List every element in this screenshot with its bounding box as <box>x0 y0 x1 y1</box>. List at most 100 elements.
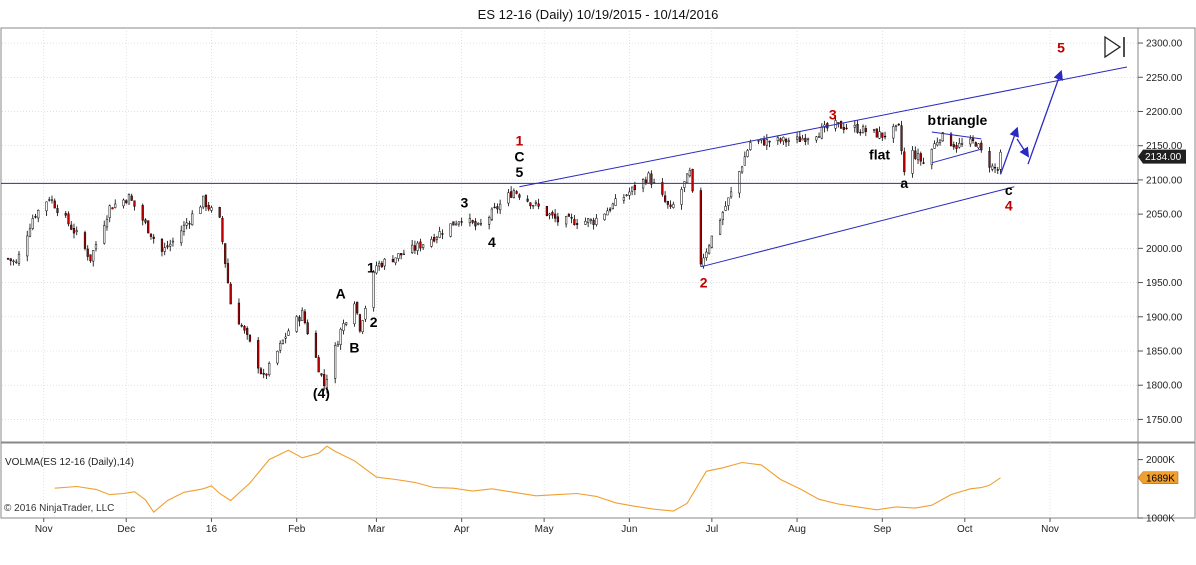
candle-up <box>364 308 367 320</box>
candle-up <box>969 138 972 145</box>
candle-up <box>295 316 298 332</box>
candle-up <box>892 126 895 139</box>
volma-layer <box>54 445 1001 514</box>
candle-up <box>438 231 441 238</box>
candle-up <box>171 240 175 243</box>
candle-up <box>820 126 823 139</box>
candle-up <box>127 193 131 205</box>
wave-label: 3 <box>829 107 837 123</box>
wave-label: 5 <box>1057 40 1065 56</box>
candle-up <box>765 139 768 146</box>
candle-down <box>257 340 260 369</box>
candle-down <box>259 368 263 374</box>
projection-arrows-layer <box>999 69 1064 175</box>
candle-down <box>974 142 977 147</box>
candle-down <box>314 332 318 358</box>
candle-down <box>664 195 667 202</box>
time-tick-label: Nov <box>1041 524 1059 535</box>
candle-down <box>537 203 540 207</box>
candle-up <box>861 126 865 134</box>
candle-up <box>512 190 515 198</box>
candle-down <box>839 120 843 129</box>
candle-up <box>991 165 994 170</box>
candle-down <box>400 253 403 256</box>
candle-up <box>394 257 397 264</box>
last-price-marker: 2134.00 <box>1138 149 1186 164</box>
candle-down <box>798 136 801 142</box>
price-tick-label: 1850.00 <box>1146 346 1183 357</box>
candle-down <box>246 328 249 335</box>
candle-down <box>218 207 221 218</box>
candle-up <box>411 244 414 253</box>
trendline <box>519 66 1128 188</box>
candle-down <box>53 200 56 209</box>
candle-down <box>64 213 67 216</box>
play-to-end-icon[interactable] <box>1104 35 1125 59</box>
candle-up <box>936 141 939 146</box>
candle-down <box>691 168 694 192</box>
candle-up <box>672 203 675 208</box>
price-tick-label: 2150.00 <box>1146 141 1183 152</box>
candle-down <box>545 206 548 216</box>
candle-up <box>801 138 804 141</box>
candle-down <box>971 137 975 142</box>
candle-down <box>496 206 499 210</box>
candle-up <box>416 242 419 251</box>
candle-down <box>265 373 268 376</box>
candle-down <box>166 245 169 248</box>
candle-up <box>37 210 40 219</box>
time-tick-label: Sep <box>873 524 891 535</box>
candles-layer <box>6 115 1002 394</box>
price-tick-label: 1950.00 <box>1146 278 1183 289</box>
wave-label: 4 <box>1005 198 1013 214</box>
price-tick-label: 2050.00 <box>1146 210 1183 221</box>
candle-up <box>334 345 337 379</box>
candle-up <box>746 150 749 157</box>
candle-down <box>669 204 672 207</box>
candle-down <box>864 128 867 132</box>
wave-label: B <box>349 339 359 355</box>
candle-down <box>160 238 164 252</box>
candle-down <box>320 373 323 376</box>
candle-down <box>391 259 395 263</box>
wave-label: 2 <box>370 314 378 330</box>
candle-up <box>999 151 1002 170</box>
volma-tick-label: 1000K <box>1146 514 1175 525</box>
candle-down <box>9 258 12 261</box>
candle-down <box>89 254 92 262</box>
candle-down <box>493 206 496 209</box>
candle-up <box>565 216 568 225</box>
candle-up <box>191 213 194 226</box>
candle-up <box>815 136 818 141</box>
candle-down <box>784 138 788 143</box>
candle-up <box>26 235 29 257</box>
candle-down <box>243 325 246 331</box>
candle-down <box>419 241 422 249</box>
candle-down <box>471 220 474 223</box>
candle-up <box>837 121 840 124</box>
candle-up <box>740 166 744 173</box>
candle-up <box>490 208 493 220</box>
candle-up <box>345 322 348 325</box>
candle-down <box>609 208 612 211</box>
candle-up <box>276 350 279 364</box>
candle-down <box>526 198 529 202</box>
candle-down <box>133 200 136 207</box>
candle-up <box>534 202 537 204</box>
time-tick-label: Jun <box>621 524 637 535</box>
candle-up <box>353 303 356 325</box>
candle-down <box>762 139 766 146</box>
volma-label: VOLMA(ES 12-16 (Daily),14) <box>5 457 134 468</box>
candle-down <box>922 162 925 164</box>
candle-up <box>449 223 452 237</box>
candle-up <box>584 220 587 225</box>
candle-down <box>567 214 570 217</box>
candle-down <box>207 204 210 210</box>
time-tick-label: Feb <box>288 524 306 535</box>
wave-label: c <box>1005 182 1013 198</box>
price-tick-label: 2000.00 <box>1146 244 1183 255</box>
candle-up <box>301 310 304 321</box>
candle-down <box>474 221 477 227</box>
volma-last-marker: 1689K <box>1137 471 1179 484</box>
